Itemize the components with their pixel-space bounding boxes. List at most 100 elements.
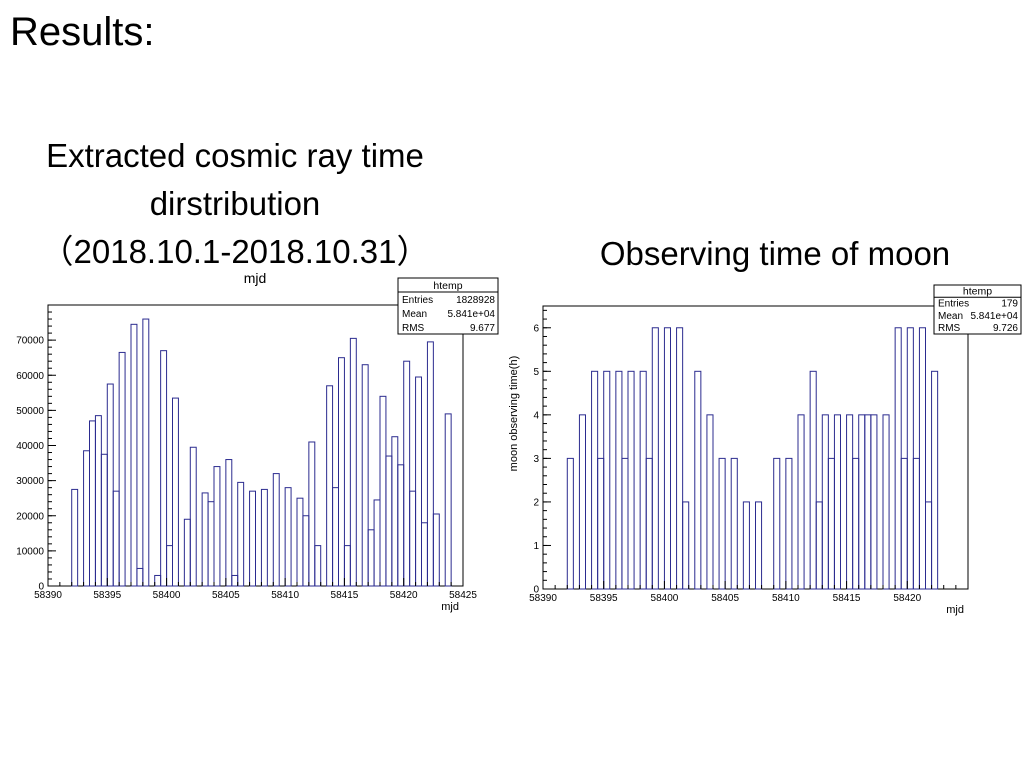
moon-observing-histogram: 58390 58395 58400 58405 58410 58415 58420 0 1 2 3 4… (508, 284, 1022, 616)
histogram-bar (906, 327, 914, 590)
histogram-bar (314, 545, 322, 587)
left-caption-line-1: Extracted cosmic ray time (46, 137, 424, 174)
histogram-bar (578, 414, 587, 590)
histogram-bar (815, 501, 823, 590)
histogram-bar (302, 515, 310, 587)
y-tick-label: 0 (533, 585, 539, 596)
histogram-bar (755, 501, 763, 590)
histogram-bar (385, 455, 393, 587)
histogram-bar (71, 488, 79, 587)
x-tick-label: 58390 (34, 590, 62, 601)
histogram-bar (94, 415, 102, 587)
x-axis-label: mjd (946, 604, 964, 616)
histogram-bar (409, 490, 417, 587)
histogram-bar (894, 327, 902, 590)
histogram-bar (183, 518, 191, 587)
histogram-bar (361, 364, 369, 587)
histogram-bar (272, 473, 280, 587)
y-tick-label: 30000 (16, 476, 44, 487)
histogram-bar (918, 327, 926, 590)
histogram-bar (864, 414, 872, 590)
histogram-bar (603, 370, 611, 590)
histogram-bar (694, 370, 702, 590)
histogram-bar (931, 370, 939, 590)
histogram-bar (597, 457, 605, 590)
stats-box (933, 284, 1022, 335)
histogram-bar (106, 383, 114, 587)
y-tick-label: 6 (533, 323, 539, 334)
histogram-bar (338, 357, 345, 587)
histogram-bar (742, 501, 750, 590)
histogram-bar (89, 420, 96, 587)
stats-row-value: 5.841e+04 (447, 309, 495, 320)
histogram-bar (415, 376, 423, 587)
histogram-bar (615, 370, 623, 590)
histogram-bar (142, 318, 150, 587)
histogram-bar (349, 337, 357, 587)
histogram-bar (730, 457, 738, 590)
y-tick-label: 60000 (16, 371, 44, 382)
histogram-bar (870, 414, 878, 590)
histogram-bar (83, 450, 90, 587)
histogram-bar (627, 370, 635, 590)
y-tick-label: 0 (38, 582, 44, 593)
x-tick-label: 58390 (529, 593, 557, 604)
histogram-bar (118, 351, 126, 587)
stats-row-label: Mean (938, 311, 963, 322)
histogram-bar (160, 350, 168, 587)
x-tick-label: 58395 (590, 593, 618, 604)
histogram-bar (201, 492, 209, 587)
histogram-bar (231, 574, 239, 587)
stats-row-label: RMS (938, 323, 961, 334)
x-tick-label: 58405 (711, 593, 739, 604)
histogram-bar (391, 436, 399, 587)
slide-title: Results: (10, 10, 155, 54)
stats-box (397, 277, 499, 335)
histogram-bar (249, 490, 256, 587)
y-tick-label: 4 (533, 410, 539, 421)
histogram-bar (846, 414, 854, 590)
histogram-bar (676, 327, 684, 590)
histogram-bar (172, 397, 179, 587)
right-chart-caption: Observing time of moon (599, 235, 951, 272)
histogram-bar (706, 414, 714, 590)
histogram-bar (207, 501, 215, 587)
x-tick-label: 58425 (449, 590, 477, 601)
histogram-bar (682, 501, 690, 590)
histogram-bar (166, 545, 173, 587)
histogram-bar (379, 395, 387, 587)
histogram-bar (284, 487, 292, 587)
histogram-bar (858, 414, 866, 590)
stats-box-title: htemp (963, 285, 992, 297)
histogram-bar (136, 567, 144, 587)
histogram-bar (900, 457, 908, 590)
left-chart-caption: Extracted cosmic ray time dirstribution … (0, 132, 470, 276)
histogram-bar (663, 327, 672, 590)
histogram-bar (326, 385, 334, 587)
histogram-bar (925, 501, 933, 590)
stats-row-label: RMS (402, 323, 425, 334)
histogram-bar (189, 446, 197, 587)
histogram-bar (367, 529, 375, 587)
chart-title: mjd (244, 270, 267, 286)
histogram-bar (645, 457, 653, 590)
histogram-bar (797, 414, 805, 590)
histogram-bar (432, 513, 440, 587)
x-axis-label: mjd (441, 601, 459, 613)
histogram-bar (621, 457, 629, 590)
y-tick-label: 50000 (16, 406, 44, 417)
x-tick-label: 58405 (212, 590, 240, 601)
histogram-bar (591, 370, 599, 590)
y-tick-label: 10000 (16, 546, 44, 557)
histogram-bar (421, 522, 428, 587)
stats-row-value: 9.726 (993, 323, 1018, 334)
stats-row-label: Entries (938, 299, 969, 310)
histogram-bar (343, 545, 351, 587)
histogram-bar (225, 459, 233, 587)
histogram-bar (785, 457, 793, 590)
histogram-bar (639, 370, 647, 590)
histogram-bar (827, 457, 835, 590)
x-tick-label: 58415 (833, 593, 861, 604)
histogram-bar (397, 464, 405, 587)
y-tick-label: 2 (533, 497, 539, 508)
